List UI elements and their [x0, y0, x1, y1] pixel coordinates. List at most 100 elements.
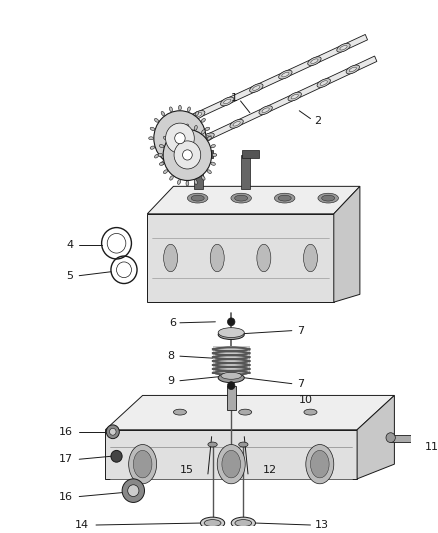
Ellipse shape — [311, 450, 329, 478]
Bar — [226, 385, 236, 410]
Bar — [212, 346, 250, 374]
Ellipse shape — [164, 244, 177, 272]
Ellipse shape — [221, 373, 241, 379]
Text: 13: 13 — [314, 520, 328, 530]
Ellipse shape — [212, 154, 217, 156]
Ellipse shape — [257, 244, 271, 272]
Ellipse shape — [158, 154, 162, 156]
Text: 14: 14 — [75, 520, 89, 530]
Polygon shape — [174, 35, 367, 128]
Polygon shape — [106, 430, 357, 479]
Ellipse shape — [201, 130, 205, 134]
Ellipse shape — [170, 130, 173, 134]
Text: 16: 16 — [59, 491, 73, 502]
Ellipse shape — [320, 80, 327, 85]
Ellipse shape — [133, 450, 152, 478]
Ellipse shape — [218, 330, 244, 340]
Circle shape — [386, 433, 396, 442]
Ellipse shape — [221, 97, 234, 106]
Ellipse shape — [195, 160, 199, 165]
Circle shape — [106, 425, 119, 439]
Circle shape — [175, 133, 185, 144]
Ellipse shape — [201, 118, 205, 122]
Ellipse shape — [288, 92, 301, 101]
Circle shape — [227, 318, 235, 326]
Circle shape — [174, 141, 201, 169]
Text: 15: 15 — [180, 465, 194, 475]
Ellipse shape — [205, 127, 210, 131]
Ellipse shape — [222, 450, 240, 478]
Ellipse shape — [279, 70, 292, 79]
Ellipse shape — [186, 181, 189, 186]
Ellipse shape — [262, 108, 269, 112]
Ellipse shape — [170, 176, 173, 180]
Text: 17: 17 — [59, 454, 73, 464]
Ellipse shape — [191, 195, 204, 201]
Ellipse shape — [210, 244, 224, 272]
Circle shape — [166, 123, 194, 154]
Ellipse shape — [163, 170, 168, 174]
Text: 10: 10 — [299, 395, 313, 405]
Ellipse shape — [231, 193, 251, 203]
Ellipse shape — [304, 409, 317, 415]
Ellipse shape — [230, 119, 243, 128]
Ellipse shape — [275, 193, 295, 203]
Ellipse shape — [253, 86, 260, 90]
Ellipse shape — [163, 136, 168, 140]
Ellipse shape — [187, 193, 208, 203]
Text: 2: 2 — [314, 116, 321, 126]
Ellipse shape — [349, 67, 357, 72]
Text: 6: 6 — [169, 318, 176, 328]
Ellipse shape — [201, 517, 225, 529]
Ellipse shape — [217, 445, 245, 484]
Ellipse shape — [340, 45, 347, 50]
Ellipse shape — [187, 107, 191, 112]
Ellipse shape — [205, 146, 210, 149]
Bar — [390, 435, 413, 441]
Ellipse shape — [208, 442, 217, 447]
Ellipse shape — [155, 118, 159, 122]
Ellipse shape — [250, 84, 263, 92]
Ellipse shape — [239, 409, 252, 415]
Ellipse shape — [170, 165, 173, 169]
Ellipse shape — [150, 146, 155, 149]
Ellipse shape — [231, 517, 255, 529]
Ellipse shape — [218, 328, 244, 337]
Ellipse shape — [201, 133, 214, 142]
Ellipse shape — [308, 57, 321, 66]
Text: 3: 3 — [182, 159, 189, 169]
Ellipse shape — [187, 165, 191, 169]
Bar — [196, 150, 212, 158]
Ellipse shape — [173, 409, 187, 415]
Ellipse shape — [159, 144, 164, 148]
Ellipse shape — [218, 373, 244, 383]
Polygon shape — [334, 187, 360, 302]
Ellipse shape — [206, 137, 211, 140]
Circle shape — [183, 150, 192, 160]
Ellipse shape — [346, 65, 360, 74]
Ellipse shape — [311, 59, 318, 63]
Ellipse shape — [306, 445, 334, 484]
Circle shape — [128, 484, 139, 497]
Text: 7: 7 — [297, 326, 305, 336]
Ellipse shape — [318, 193, 339, 203]
Ellipse shape — [186, 124, 189, 129]
Ellipse shape — [337, 43, 350, 52]
Polygon shape — [106, 395, 394, 430]
Ellipse shape — [204, 135, 211, 140]
Circle shape — [122, 479, 145, 503]
Ellipse shape — [191, 110, 205, 119]
Ellipse shape — [148, 137, 153, 140]
Polygon shape — [147, 214, 334, 302]
Ellipse shape — [211, 144, 215, 148]
Ellipse shape — [291, 94, 298, 99]
Ellipse shape — [224, 99, 231, 104]
Ellipse shape — [201, 154, 205, 158]
Circle shape — [163, 130, 212, 181]
Text: 7: 7 — [297, 378, 305, 389]
Ellipse shape — [211, 162, 215, 165]
Ellipse shape — [155, 154, 159, 158]
Ellipse shape — [204, 520, 221, 527]
Ellipse shape — [179, 166, 181, 171]
Ellipse shape — [235, 195, 248, 201]
